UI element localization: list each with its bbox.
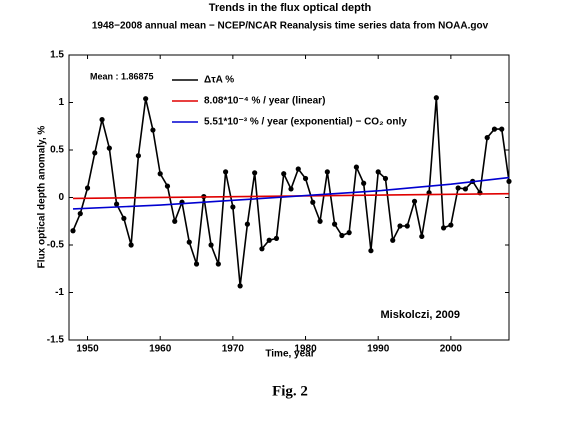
data-point: [346, 230, 352, 236]
y-tick-label: 1.5: [50, 50, 64, 61]
data-point: [186, 239, 192, 245]
data-point: [237, 283, 243, 289]
data-point: [397, 223, 403, 229]
data-point: [441, 225, 447, 231]
series-line: [72, 176, 510, 210]
data-point: [484, 135, 490, 141]
data-point: [339, 232, 345, 239]
data-point: [295, 166, 301, 172]
y-tick-label: 0: [58, 192, 64, 203]
data-point: [382, 175, 389, 182]
data-point: [244, 221, 250, 227]
data-point: [128, 242, 134, 248]
data-point: [332, 221, 338, 227]
data-point: [411, 198, 418, 204]
data-point: [157, 171, 163, 177]
data-point: [448, 222, 454, 228]
y-tick-label: -0.5: [47, 240, 65, 251]
data-point: [172, 218, 178, 224]
data-point: [223, 169, 229, 175]
data-point: [193, 261, 200, 267]
data-point: [273, 235, 280, 241]
data-point: [433, 95, 439, 101]
data-point: [317, 218, 323, 224]
data-point: [288, 186, 294, 192]
y-tick-label: 0.5: [50, 145, 64, 156]
data-point: [491, 126, 498, 132]
x-tick-label: 2000: [440, 344, 463, 355]
data-point: [310, 199, 316, 205]
legend-label: 8.08*10⁻⁴ % / year (linear): [204, 96, 325, 107]
caption: Fig. 2: [272, 383, 308, 399]
data-point: [70, 228, 76, 234]
data-point: [266, 237, 272, 243]
data-point: [462, 186, 468, 192]
x-tick-label: 1960: [149, 344, 172, 355]
legend-label: 5.51*10⁻³ % / year (exponential) − CO₂ o…: [204, 117, 407, 128]
legend-label: ΔτA %: [204, 75, 234, 86]
data-point: [121, 215, 127, 221]
data-point: [106, 145, 112, 151]
data-point: [353, 164, 359, 170]
data-point: [84, 185, 91, 191]
data-point: [455, 185, 461, 191]
data-point: [281, 171, 287, 177]
x-tick-label: 1990: [367, 344, 390, 355]
data-point: [259, 246, 265, 252]
y-tick-label: -1: [55, 287, 64, 298]
x-tick-label: 1980: [294, 344, 317, 355]
data-point: [252, 170, 258, 176]
data-point: [499, 126, 505, 132]
x-tick-label: 1950: [76, 344, 99, 355]
credit: Miskolczi, 2009: [381, 309, 461, 321]
data-point: [114, 201, 120, 207]
x-tick-label: 1970: [222, 344, 245, 355]
data-point: [404, 223, 410, 229]
data-point: [92, 150, 98, 156]
data-point: [506, 178, 512, 184]
data-point: [77, 211, 83, 217]
data-point: [368, 248, 374, 254]
data-point: [324, 169, 330, 175]
data-point: [302, 175, 309, 182]
annotation: Mean : 1.86875: [90, 71, 154, 81]
y-axis-label: Flux optical depth anomaly, %: [37, 126, 48, 269]
data-point: [143, 96, 149, 102]
data-point: [150, 127, 156, 133]
data-point: [215, 261, 221, 267]
chart-title: Trends in the flux optical depth: [209, 2, 372, 14]
data-point: [99, 117, 105, 123]
data-point: [135, 153, 141, 159]
data-point: [164, 183, 171, 189]
x-axis-label: Time, year: [265, 349, 314, 360]
data-point: [375, 169, 381, 175]
data-point: [419, 233, 425, 240]
data-point: [361, 180, 367, 186]
data-point: [208, 242, 214, 248]
y-tick-label: -1.5: [47, 335, 65, 346]
data-point: [230, 204, 236, 210]
chart-subtitle: 1948−2008 annual mean − NCEP/NCAR Reanal…: [92, 21, 489, 32]
y-tick-label: 1: [58, 97, 64, 108]
data-point: [390, 237, 396, 243]
